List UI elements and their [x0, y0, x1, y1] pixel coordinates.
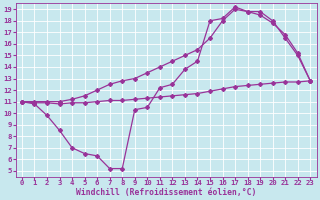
X-axis label: Windchill (Refroidissement éolien,°C): Windchill (Refroidissement éolien,°C): [76, 188, 256, 197]
